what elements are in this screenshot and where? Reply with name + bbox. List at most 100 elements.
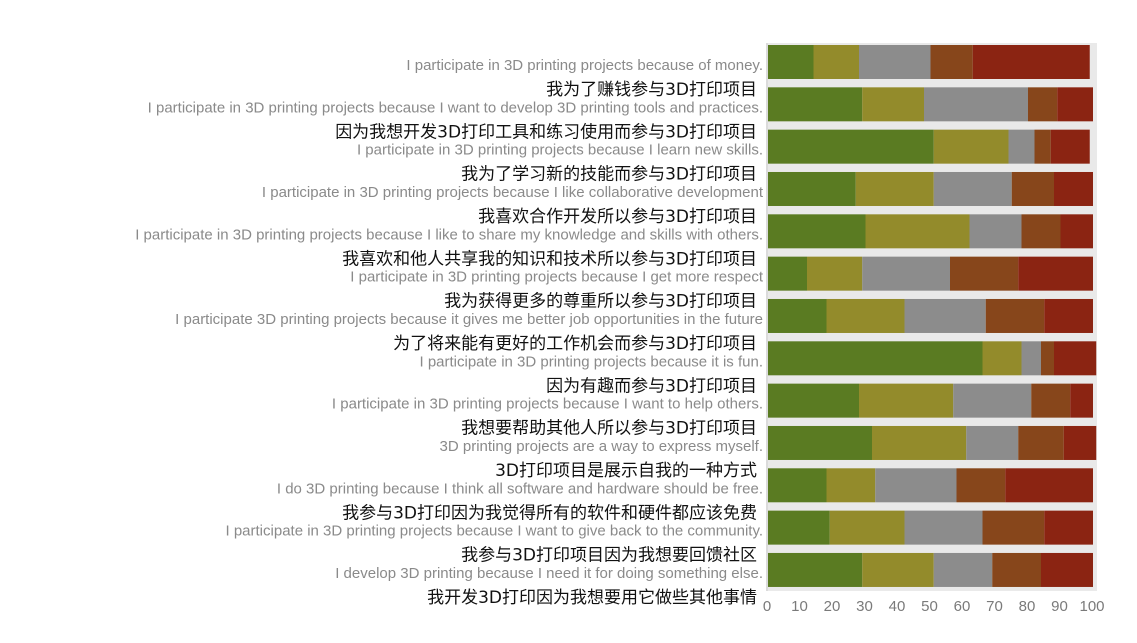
category-label-en-2: I participate in 3D printing projects be… — [148, 99, 763, 116]
bar-row8-segment3 — [1021, 341, 1041, 376]
bar-row13-segment5 — [1041, 552, 1093, 587]
category-label-en-12: I participate in 3D printing projects be… — [226, 523, 764, 540]
bar-row5-segment5 — [1060, 214, 1093, 249]
bar-row7-segment1 — [768, 298, 827, 333]
category-label-zh-2: 因为我想开发3D打印工具和练习使用而参与3D打印项目 — [335, 121, 757, 142]
bar-row5-segment1 — [768, 214, 866, 249]
bar-row8-segment2 — [982, 341, 1022, 376]
category-label-en-4: I participate in 3D printing projects be… — [262, 184, 764, 201]
category-labels: I participate in 3D printing projects be… — [135, 57, 764, 608]
x-tick-label-90: 90 — [1051, 598, 1068, 615]
category-label-en-1: I participate in 3D printing projects be… — [406, 57, 763, 74]
bar-row13-segment2 — [862, 552, 934, 587]
bar-row6-segment3 — [862, 256, 950, 291]
bar-row7-segment4 — [985, 298, 1045, 333]
bar-row1-segment4 — [930, 45, 973, 79]
x-axis-ticks: 0 10 20 30 40 50 60 70 80 90 100 — [763, 598, 1105, 615]
category-label-zh-9: 我想要帮助其他人所以参与3D打印项目 — [461, 419, 757, 439]
bar-row9-segment1 — [768, 383, 859, 418]
bar-row10-segment1 — [768, 425, 872, 460]
bar-row4-segment2 — [855, 171, 934, 206]
x-tick-label-60: 60 — [954, 598, 971, 615]
bar-row10-segment4 — [1018, 425, 1064, 460]
x-tick-label-70: 70 — [986, 598, 1003, 615]
bar-row3-segment3 — [1008, 129, 1035, 164]
bar-row4-segment1 — [768, 171, 856, 206]
bar-row12-segment4 — [982, 510, 1045, 545]
bar-row7-segment5 — [1044, 298, 1093, 333]
bar-row2-segment3 — [924, 87, 1028, 122]
bar-row12-segment1 — [768, 510, 830, 545]
bar-row4-segment4 — [1011, 171, 1054, 206]
category-label-en-7: I participate 3D printing projects becau… — [175, 311, 763, 328]
bar-row7-segment2 — [826, 298, 905, 333]
category-label-en-6: I participate in 3D printing projects be… — [350, 269, 764, 286]
x-tick-label-30: 30 — [856, 598, 873, 615]
bar-row13-segment3 — [933, 552, 993, 587]
category-label-en-5: I participate in 3D printing projects be… — [135, 226, 763, 243]
category-label-zh-8: 因为有趣而参与3D打印项目 — [546, 376, 757, 396]
category-label-en-13: I develop 3D printing because I need it … — [335, 565, 763, 582]
bar-row13-segment4 — [992, 552, 1041, 587]
bar-row1-segment3 — [859, 45, 931, 79]
bar-row1-segment5 — [972, 45, 1090, 79]
bar-row3-segment5 — [1050, 129, 1090, 164]
bar-row2-segment2 — [862, 87, 924, 122]
bar-row10-segment5 — [1063, 425, 1097, 460]
category-label-en-8: I participate in 3D printing projects be… — [419, 353, 763, 370]
bar-row8-segment1 — [768, 341, 983, 376]
bar-row6-segment5 — [1018, 256, 1093, 291]
bars — [768, 45, 1097, 587]
x-tick-label-20: 20 — [824, 598, 841, 615]
x-tick-label-100: 100 — [1079, 598, 1104, 615]
x-tick-label-0: 0 — [763, 598, 771, 615]
category-label-zh-7: 为了将来能有更好的工作机会而参与3D打印项目 — [393, 334, 757, 354]
bar-row2-segment5 — [1057, 87, 1093, 122]
x-tick-label-10: 10 — [791, 598, 808, 615]
bar-row2-segment1 — [768, 87, 863, 122]
x-tick-label-80: 80 — [1019, 598, 1036, 615]
category-label-zh-3: 我为了学习新的技能而参与3D打印项目 — [461, 165, 757, 185]
bar-row5-segment2 — [865, 214, 970, 249]
bar-row3-segment1 — [768, 129, 934, 164]
bar-row8-segment5 — [1054, 341, 1097, 376]
bar-row3-segment2 — [933, 129, 1009, 164]
bar-row9-segment5 — [1070, 383, 1093, 418]
bar-row4-segment5 — [1054, 171, 1093, 206]
category-label-zh-5: 我喜欢和他人共享我的知识和技术所以参与3D打印项目 — [342, 249, 757, 269]
bar-row1-segment2 — [813, 45, 859, 79]
category-label-en-10: 3D printing projects are a way to expres… — [440, 438, 763, 455]
category-label-zh-10: 3D打印项目是展示自我的一种方式 — [495, 461, 757, 481]
x-tick-label-50: 50 — [921, 598, 938, 615]
bar-row1-segment1 — [768, 45, 814, 79]
bar-row9-segment2 — [859, 383, 954, 418]
bar-row6-segment1 — [768, 256, 807, 291]
bar-row12-segment3 — [904, 510, 983, 545]
bar-row12-segment5 — [1044, 510, 1093, 545]
bar-row10-segment3 — [966, 425, 1019, 460]
category-label-zh-13: 我开发3D打印因为我想要用它做些其他事情 — [427, 588, 757, 608]
bar-row9-segment4 — [1031, 383, 1071, 418]
bar-row8-segment4 — [1041, 341, 1054, 376]
bar-row11-segment5 — [1005, 468, 1093, 503]
category-label-zh-11: 我参与3D打印因为我觉得所有的软件和硬件都应该免费 — [342, 503, 757, 523]
bar-row13-segment1 — [768, 552, 863, 587]
bar-row6-segment4 — [950, 256, 1019, 291]
category-label-en-9: I participate in 3D printing projects be… — [332, 396, 763, 413]
category-label-en-11: I do 3D printing because I think all sof… — [277, 480, 763, 497]
bar-row12-segment2 — [829, 510, 905, 545]
bar-row4-segment3 — [933, 171, 1012, 206]
bar-row7-segment3 — [904, 298, 986, 333]
bar-row2-segment4 — [1028, 87, 1058, 122]
category-label-zh-6: 我为获得更多的尊重所以参与3D打印项目 — [444, 292, 757, 312]
bar-row10-segment2 — [872, 425, 967, 460]
bar-row5-segment3 — [969, 214, 1022, 249]
category-label-zh-1: 我为了赚钱参与3D打印项目 — [546, 80, 757, 100]
category-label-zh-4: 我喜欢合作开发所以参与3D打印项目 — [478, 207, 757, 227]
bar-row5-segment4 — [1021, 214, 1061, 249]
bar-row11-segment3 — [875, 468, 957, 503]
category-label-en-3: I participate in 3D printing projects be… — [357, 142, 763, 159]
bar-row6-segment2 — [807, 256, 863, 291]
bar-row11-segment2 — [826, 468, 876, 503]
